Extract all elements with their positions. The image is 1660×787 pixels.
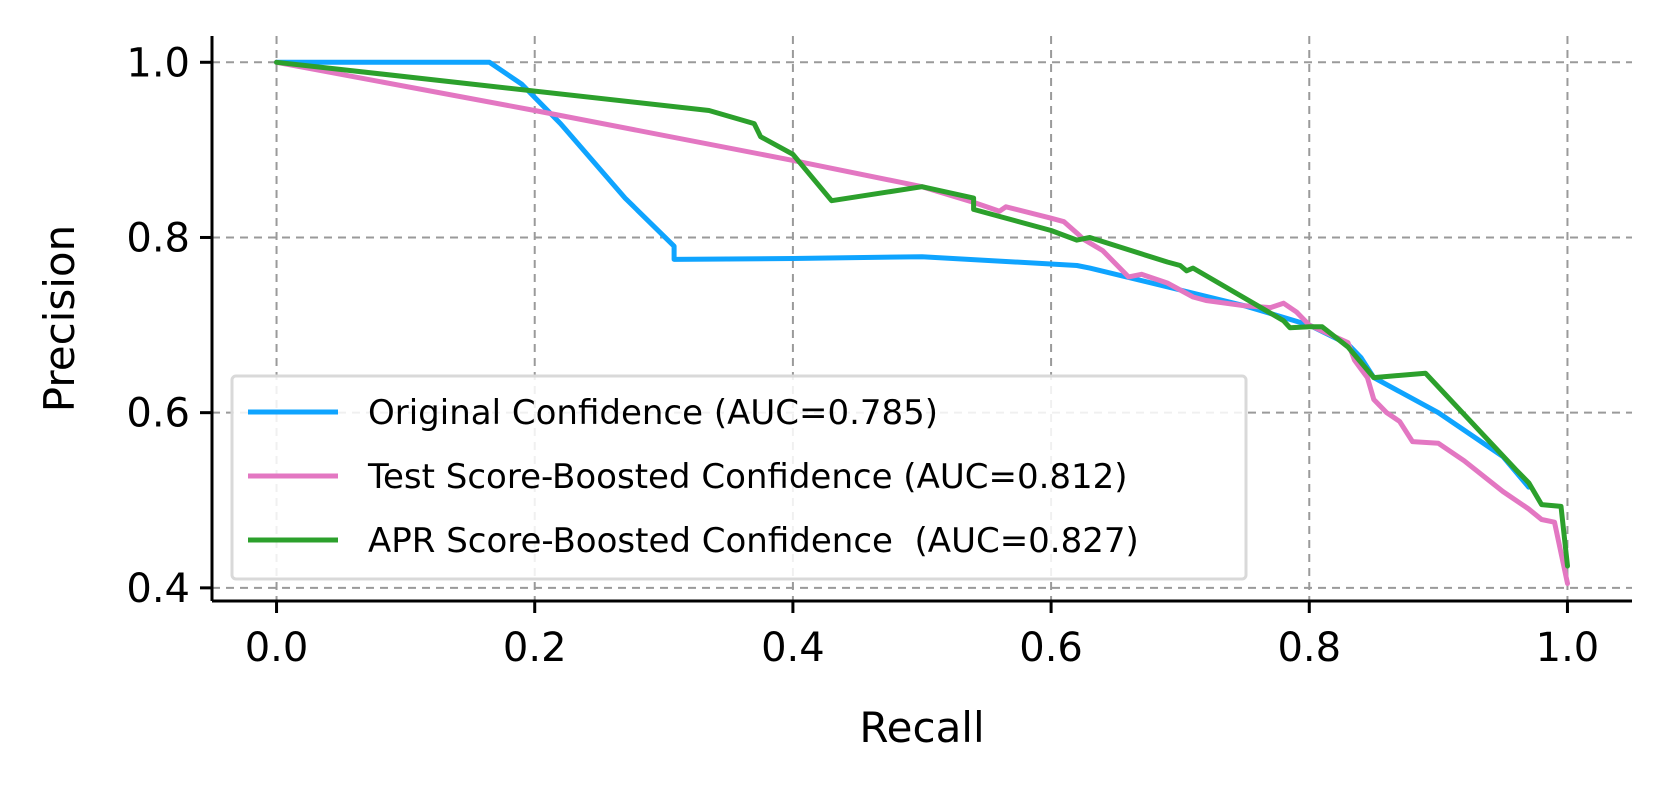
y-tick-label: 0.8 — [126, 215, 190, 261]
legend-box — [230, 374, 1248, 581]
series-line-1 — [274, 59, 1570, 586]
series-lines — [274, 59, 1570, 586]
x-tick-label: 0.6 — [1019, 625, 1083, 671]
x-axis-label: Recall — [859, 703, 984, 752]
grid — [212, 36, 1632, 601]
y-tick-label: 0.6 — [126, 391, 190, 437]
ticks: 0.0 0.2 0.4 0.6 0.8 1.0 0.4 0.6 0.8 1.0 — [126, 40, 1599, 671]
x-tick-label: 0.4 — [761, 625, 825, 671]
x-tick-label: 0.2 — [503, 625, 567, 671]
y-axis-label: Precision — [35, 225, 84, 412]
series-line-2 — [274, 59, 1570, 569]
x-tick-label: 0.0 — [245, 625, 309, 671]
legend-label-1: Test Score-Boosted Confidence (AUC=0.812… — [367, 457, 1128, 497]
y-tick-label: 1.0 — [126, 40, 190, 86]
x-tick-label: 1.0 — [1536, 625, 1600, 671]
y-tick-label: 0.4 — [126, 566, 190, 612]
legend-label-2: APR Score-Boosted Confidence (AUC=0.827) — [368, 521, 1139, 561]
legend: Original Confidence (AUC=0.785) Test Scor… — [230, 374, 1248, 581]
x-tick-label: 0.8 — [1277, 625, 1341, 671]
axes — [210, 36, 1632, 603]
legend-label-0: Original Confidence (AUC=0.785) — [368, 393, 938, 433]
